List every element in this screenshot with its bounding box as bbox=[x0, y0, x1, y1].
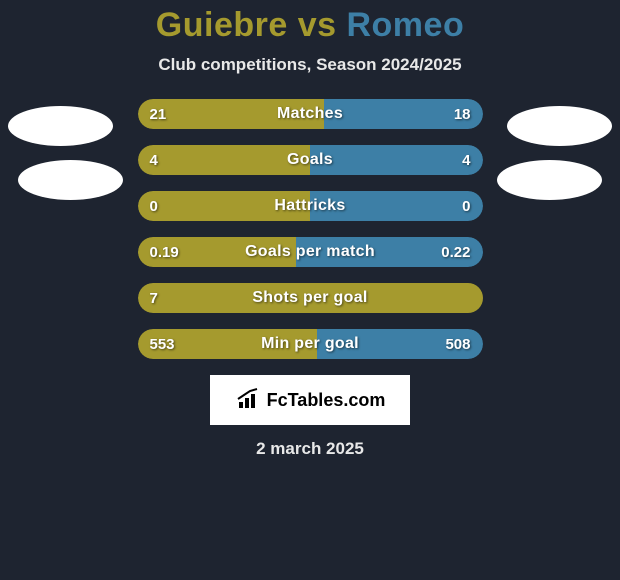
stat-row: Hattricks0 0 bbox=[138, 191, 483, 221]
stat-label: Hattricks bbox=[138, 191, 483, 221]
stats-bars: Matches2118Goals44Hattricks00Goals per m… bbox=[138, 99, 483, 359]
brand-badge[interactable]: FcTables.com bbox=[210, 375, 410, 425]
content-area: Matches2118Goals44Hattricks00Goals per m… bbox=[0, 99, 620, 459]
stat-value-right: 0 bbox=[450, 191, 482, 221]
player-a-name: Guiebre bbox=[156, 6, 288, 44]
subtitle: Club competitions, Season 2024/2025 bbox=[0, 55, 620, 75]
stat-value-left: 4 bbox=[138, 145, 170, 175]
stat-value-right: 0.22 bbox=[429, 237, 482, 267]
player-a-club-avatar bbox=[18, 160, 123, 200]
stat-value-left: 21 bbox=[138, 99, 179, 129]
date-label: 2 march 2025 bbox=[0, 439, 620, 459]
player-b-name: Romeo bbox=[346, 6, 464, 44]
stat-row: Min per goal553 508 bbox=[138, 329, 483, 359]
stat-value-right: 4 bbox=[450, 145, 482, 175]
stat-value-left: 0 bbox=[138, 191, 170, 221]
stat-label: Goals bbox=[138, 145, 483, 175]
comparison-card: Guiebre vs Romeo Club competitions, Seas… bbox=[0, 0, 620, 580]
page-title: Guiebre vs Romeo bbox=[0, 6, 620, 45]
stat-label: Shots per goal bbox=[138, 283, 483, 313]
brand-chart-icon bbox=[235, 388, 263, 412]
stat-value-left: 0.19 bbox=[138, 237, 191, 267]
player-a-avatar bbox=[8, 106, 113, 146]
stat-label: Min per goal bbox=[138, 329, 483, 359]
stat-row: Goals per match0.190.22 bbox=[138, 237, 483, 267]
stat-label: Matches bbox=[138, 99, 483, 129]
brand-text: FcTables.com bbox=[267, 390, 386, 411]
stat-row: Matches21 18 bbox=[138, 99, 483, 129]
stat-row: Goals4 4 bbox=[138, 145, 483, 175]
stat-value-right: 18 bbox=[442, 99, 483, 129]
vs-separator: vs bbox=[288, 6, 347, 44]
player-b-avatar bbox=[507, 106, 612, 146]
stat-value-left: 7 bbox=[138, 283, 170, 313]
player-b-club-avatar bbox=[497, 160, 602, 200]
stat-row: Shots per goal7 bbox=[138, 283, 483, 313]
stat-value-left: 553 bbox=[138, 329, 187, 359]
stat-value-right: 508 bbox=[433, 329, 482, 359]
